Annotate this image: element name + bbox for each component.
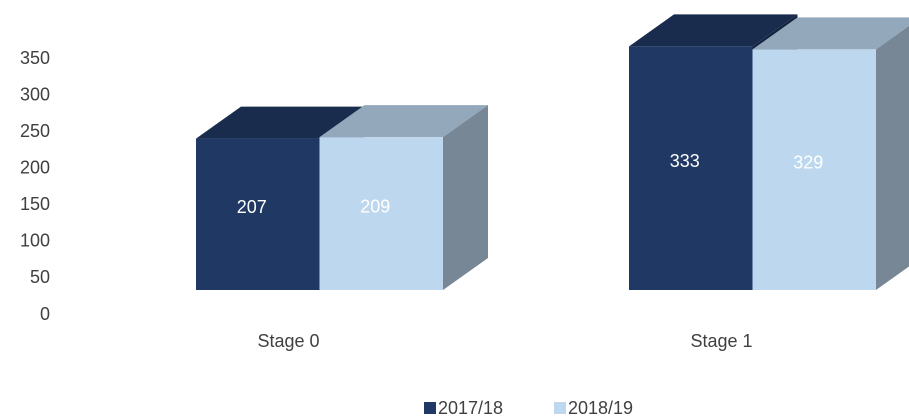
bar — [319, 137, 443, 290]
bar-top — [196, 106, 365, 139]
x-tick-label: Stage 1 — [690, 331, 752, 351]
value-label: 207 — [237, 197, 267, 217]
y-tick-label: 150 — [20, 194, 50, 214]
value-label: 333 — [670, 151, 700, 171]
x-tick-label: Stage 0 — [257, 331, 319, 351]
y-tick-label: 350 — [20, 48, 50, 68]
bar-top — [629, 14, 798, 47]
bar-top — [319, 105, 488, 138]
y-tick-label: 100 — [20, 231, 50, 251]
legend-swatch — [424, 402, 436, 414]
y-tick-label: 250 — [20, 121, 50, 141]
value-label: 209 — [360, 196, 390, 216]
y-tick-label: 0 — [40, 304, 50, 324]
legend-label: 2018/19 — [568, 398, 633, 418]
bar — [629, 46, 753, 291]
bar — [196, 138, 320, 290]
bar-side — [443, 105, 488, 290]
bar — [752, 49, 876, 290]
legend-swatch — [554, 402, 566, 414]
bar-side — [876, 25, 909, 290]
legend-label: 2017/18 — [438, 398, 503, 418]
bar-top — [752, 17, 909, 50]
y-tick-label: 200 — [20, 157, 50, 177]
y-tick-label: 50 — [30, 267, 50, 287]
value-label: 329 — [793, 152, 823, 172]
y-tick-label: 300 — [20, 84, 50, 104]
